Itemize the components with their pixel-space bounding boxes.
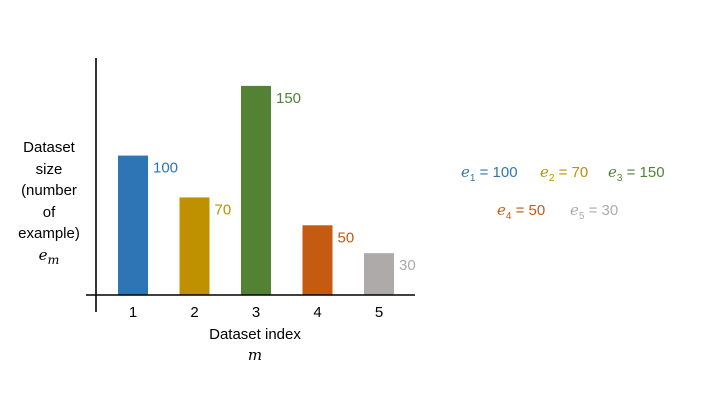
legend-subscript: 2 xyxy=(548,173,555,184)
legend-value: = 30 xyxy=(584,202,619,219)
legend-subscript: 5 xyxy=(578,211,585,222)
x-tick-label-4: 4 xyxy=(313,304,321,321)
y-axis-variable: em xyxy=(0,245,98,271)
x-tick-label-1: 1 xyxy=(129,304,137,321)
bars-group xyxy=(118,85,394,295)
legend-item: e1 = 100 xyxy=(461,163,518,184)
y-axis-label-line: Dataset xyxy=(23,139,75,156)
x-axis-label: Dataset index m xyxy=(175,324,335,366)
x-tick-label-5: 5 xyxy=(375,304,383,321)
bar-3 xyxy=(241,85,271,295)
bar-2 xyxy=(179,197,210,295)
legend-value: = 50 xyxy=(511,202,546,219)
legend-subscript: 3 xyxy=(616,173,623,184)
data-label-1: 100 xyxy=(153,160,178,177)
data-label-5: 30 xyxy=(399,257,416,274)
legend-value: = 150 xyxy=(622,164,665,181)
data-label-4: 50 xyxy=(338,229,355,246)
legend-item: e2 = 70 xyxy=(540,163,588,184)
data-labels-group: 100 70 150 50 30 xyxy=(153,90,416,274)
y-axis-label: Dataset size (number of example) em xyxy=(0,137,98,270)
x-tick-label-2: 2 xyxy=(190,304,198,321)
y-axis-label-line: (number xyxy=(21,182,77,199)
bar-5 xyxy=(364,253,394,295)
bar-1 xyxy=(118,155,148,295)
legend-subscript: 1 xyxy=(469,173,476,184)
legend-item: e5 = 30 xyxy=(570,201,618,222)
legend-value: = 100 xyxy=(475,164,518,181)
legend-symbol: e xyxy=(608,163,617,181)
legend-symbol: e xyxy=(497,201,506,219)
x-tick-labels-group: 1 2 3 4 5 xyxy=(129,304,383,321)
legend-subscript: 4 xyxy=(505,211,512,222)
y-axis-label-line: size xyxy=(35,160,63,178)
legend-symbol: e xyxy=(540,163,549,181)
legend-item: e4 = 50 xyxy=(497,201,545,222)
x-tick-label-3: 3 xyxy=(252,304,260,321)
legend-item: e3 = 150 xyxy=(608,163,665,184)
y-axis-variable-subscript: m xyxy=(47,251,60,267)
legend-symbol: e xyxy=(570,201,579,219)
legend-symbol: e xyxy=(461,163,470,181)
data-label-3: 150 xyxy=(276,90,301,107)
y-axis-label-line: of xyxy=(42,203,56,221)
legend-value: = 70 xyxy=(554,164,589,181)
data-label-2: 70 xyxy=(215,201,232,218)
bar-4 xyxy=(302,225,333,295)
x-axis-variable: m xyxy=(247,346,263,364)
y-axis-label-line: example) xyxy=(18,225,80,242)
x-axis-label-text: Dataset index xyxy=(209,326,301,343)
y-axis-variable-symbol: e xyxy=(38,245,48,264)
